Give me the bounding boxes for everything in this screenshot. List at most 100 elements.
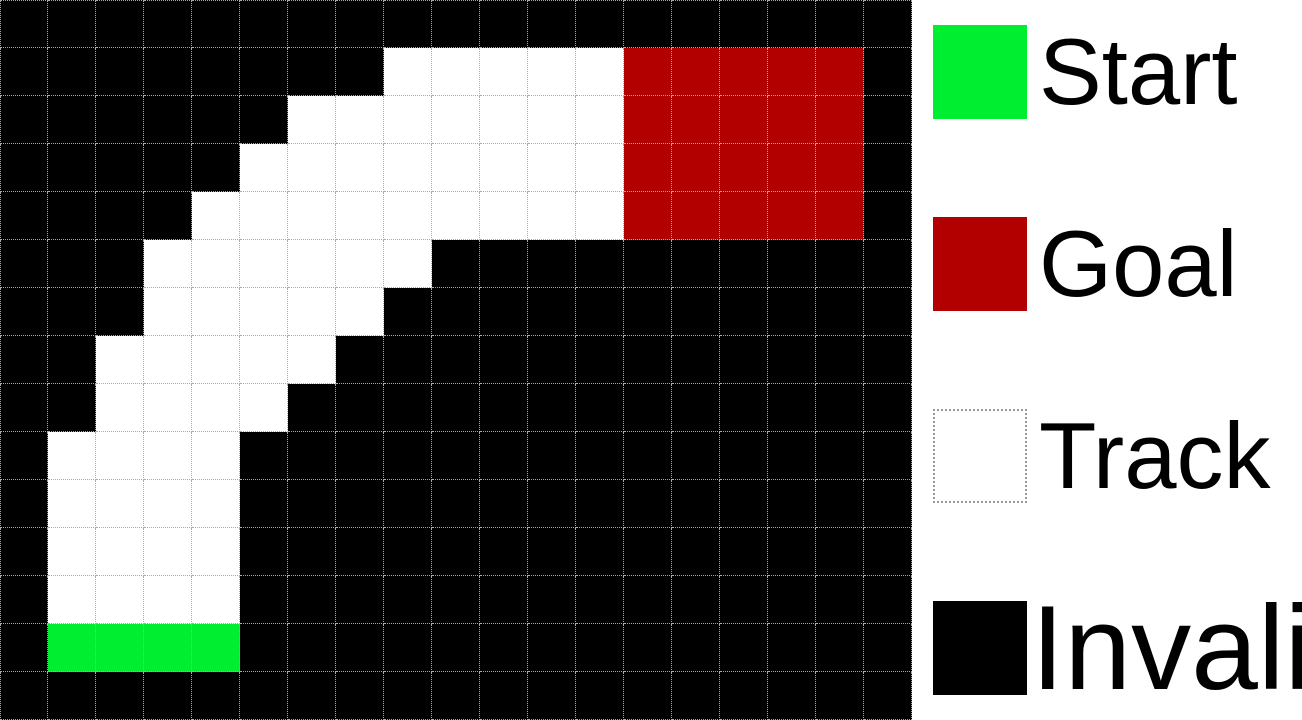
- grid-cell-invalid: [0, 288, 48, 336]
- grid-cell-invalid: [720, 576, 768, 624]
- grid-cell-invalid: [528, 288, 576, 336]
- grid-cell-invalid: [672, 576, 720, 624]
- grid-cell-invalid: [384, 672, 432, 720]
- grid-cell-track: [144, 240, 192, 288]
- grid-cell-invalid: [528, 624, 576, 672]
- grid-cell-invalid: [672, 672, 720, 720]
- grid-cell-invalid: [576, 240, 624, 288]
- grid-cell-invalid: [288, 432, 336, 480]
- grid-cell-invalid: [48, 144, 96, 192]
- grid-cell-track: [336, 144, 384, 192]
- grid-cell-invalid: [528, 672, 576, 720]
- grid-cell-invalid: [0, 432, 48, 480]
- grid-cell-invalid: [432, 528, 480, 576]
- grid-cell-invalid: [144, 96, 192, 144]
- grid-cell-track: [288, 336, 336, 384]
- legend-label-goal: Goal: [1039, 211, 1238, 316]
- grid-cell-invalid: [672, 240, 720, 288]
- grid-cell-track: [336, 192, 384, 240]
- legend-label-invalid: Invalid: [1031, 581, 1302, 715]
- legend-item-track: Track: [933, 409, 1302, 503]
- grid-cell-invalid: [624, 240, 672, 288]
- grid-cell-invalid: [816, 480, 864, 528]
- grid-cell-invalid: [96, 0, 144, 48]
- grid-cell-invalid: [768, 432, 816, 480]
- grid-cell-invalid: [528, 480, 576, 528]
- grid-cell-track: [576, 96, 624, 144]
- grid-cell-invalid: [672, 384, 720, 432]
- grid-cell-goal: [624, 96, 672, 144]
- grid-cell-track: [144, 288, 192, 336]
- grid-cell-invalid: [816, 432, 864, 480]
- grid-cell-invalid: [816, 672, 864, 720]
- grid-cell-invalid: [864, 144, 912, 192]
- grid-cell-track: [384, 96, 432, 144]
- grid-cell-invalid: [48, 0, 96, 48]
- grid-cell-invalid: [288, 672, 336, 720]
- grid-cell-track: [480, 96, 528, 144]
- grid-cell-invalid: [816, 0, 864, 48]
- grid-cell-invalid: [576, 336, 624, 384]
- grid-cell-track: [240, 288, 288, 336]
- grid-cell-track: [192, 576, 240, 624]
- grid-cell-invalid: [576, 528, 624, 576]
- grid-cell-track: [384, 144, 432, 192]
- grid-cell-invalid: [0, 672, 48, 720]
- grid-cell-track: [576, 192, 624, 240]
- grid-cell-invalid: [864, 336, 912, 384]
- grid-cell-invalid: [720, 240, 768, 288]
- grid-cell-invalid: [672, 528, 720, 576]
- grid-cell-track: [288, 288, 336, 336]
- grid-cell-invalid: [144, 144, 192, 192]
- grid-cell-invalid: [336, 0, 384, 48]
- grid-cell-invalid: [96, 48, 144, 96]
- grid-cell-invalid: [48, 240, 96, 288]
- grid-cell-invalid: [768, 528, 816, 576]
- grid-cell-invalid: [288, 624, 336, 672]
- grid-cell-track: [576, 48, 624, 96]
- grid-cell-invalid: [48, 288, 96, 336]
- grid-cell-track: [384, 192, 432, 240]
- grid-cell-track: [96, 480, 144, 528]
- grid-cell-invalid: [192, 96, 240, 144]
- grid-cell-invalid: [384, 384, 432, 432]
- grid-cell-goal: [624, 144, 672, 192]
- grid-cell-invalid: [288, 48, 336, 96]
- grid-cell-invalid: [528, 576, 576, 624]
- grid-cell-invalid: [528, 432, 576, 480]
- grid-cell-invalid: [576, 288, 624, 336]
- grid-cell-invalid: [624, 480, 672, 528]
- grid-cell-invalid: [864, 48, 912, 96]
- grid-cell-track: [432, 48, 480, 96]
- goal-swatch: [933, 217, 1027, 311]
- grid-cell-invalid: [144, 48, 192, 96]
- grid-cell-invalid: [240, 480, 288, 528]
- grid-cell-invalid: [672, 480, 720, 528]
- grid-cell-start: [96, 624, 144, 672]
- grid-cell-invalid: [336, 480, 384, 528]
- grid-cell-invalid: [672, 288, 720, 336]
- grid-cell-track: [384, 48, 432, 96]
- grid-cell-invalid: [480, 576, 528, 624]
- grid-cell-track: [480, 192, 528, 240]
- grid-cell-invalid: [816, 384, 864, 432]
- grid-cell-track: [528, 96, 576, 144]
- grid-cell-track: [288, 192, 336, 240]
- grid-cell-invalid: [384, 480, 432, 528]
- grid-cell-invalid: [0, 192, 48, 240]
- grid-cell-track: [192, 192, 240, 240]
- grid-cell-invalid: [480, 384, 528, 432]
- grid-cell-invalid: [240, 96, 288, 144]
- grid-cell-invalid: [768, 480, 816, 528]
- grid-cell-invalid: [864, 432, 912, 480]
- grid-cell-invalid: [864, 672, 912, 720]
- legend-label-start: Start: [1039, 19, 1238, 124]
- grid-cell-track: [48, 480, 96, 528]
- grid-cell-invalid: [768, 576, 816, 624]
- grid-cell-goal: [672, 96, 720, 144]
- grid-cell-invalid: [240, 528, 288, 576]
- grid-cell-track: [192, 288, 240, 336]
- grid-cell-invalid: [0, 528, 48, 576]
- grid-cell-invalid: [240, 0, 288, 48]
- grid-cell-invalid: [432, 0, 480, 48]
